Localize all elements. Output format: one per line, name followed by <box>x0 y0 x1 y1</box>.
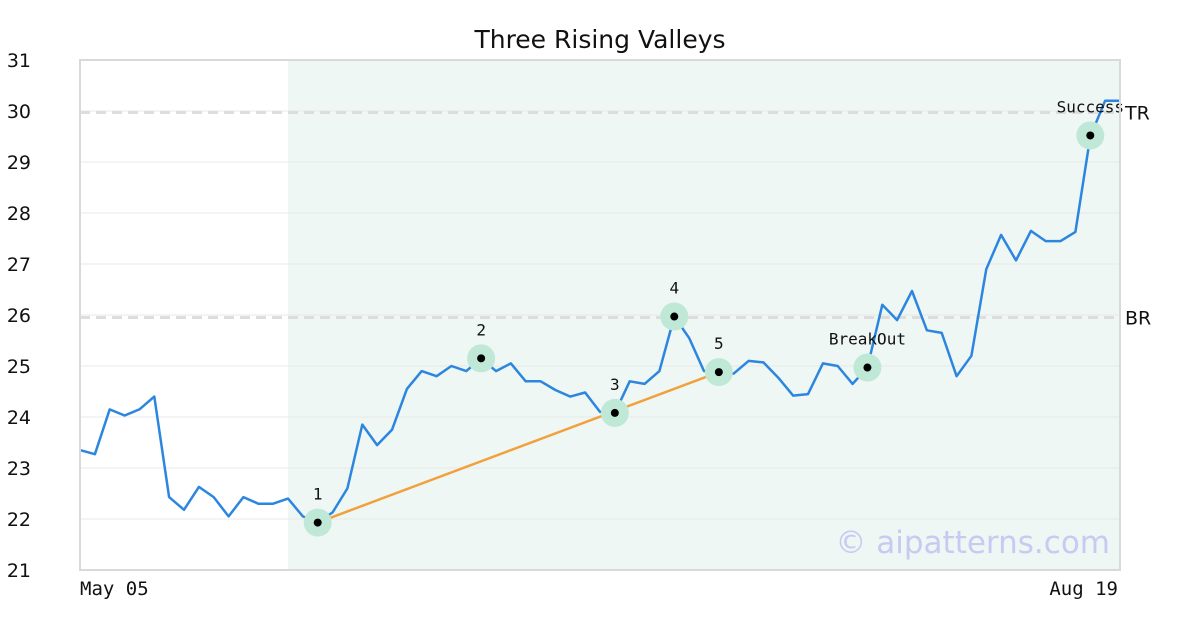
price-line <box>79 99 1120 524</box>
y-tick-label-26: 26 <box>7 305 31 327</box>
level-lines: TR BR <box>80 103 1151 330</box>
marker-label-1: 1 <box>313 485 323 504</box>
y-tick-label-25: 25 <box>7 356 31 378</box>
y-tick-label-29: 29 <box>7 152 31 174</box>
pattern-markers: 1 2 3 4 5 BreakOut Success <box>303 97 1124 537</box>
y-tick-label-24: 24 <box>7 407 31 429</box>
x-tick-label-start: May 05 <box>80 578 149 600</box>
y-tick-label-31: 31 <box>7 50 31 72</box>
y-tick-label-21: 21 <box>7 560 31 582</box>
marker-dot-success <box>1086 131 1095 140</box>
level-label-br: BR <box>1125 308 1151 330</box>
y-tick-label-22: 22 <box>7 509 31 531</box>
chart-title: Three Rising Valleys <box>473 25 725 54</box>
y-tick-label-28: 28 <box>7 203 31 225</box>
watermark: © aipatterns.com <box>835 525 1110 561</box>
level-label-tr: TR <box>1124 103 1150 125</box>
marker-dot-4 <box>670 312 679 321</box>
marker-label-3: 3 <box>610 375 620 394</box>
marker-dot-5 <box>714 368 723 377</box>
valley-trendline <box>317 370 720 524</box>
marker-dot-1 <box>313 518 322 527</box>
marker-label-breakout: BreakOut <box>829 330 906 349</box>
marker-label-5: 5 <box>714 334 724 353</box>
y-tick-label-23: 23 <box>7 458 31 480</box>
marker-label-success: Success <box>1057 97 1124 116</box>
plot-frame <box>79 59 1121 571</box>
y-tick-label-27: 27 <box>7 254 31 276</box>
marker-dot-2 <box>477 354 486 363</box>
y-tick-label-30: 30 <box>7 101 31 123</box>
marker-dot-breakout <box>863 363 872 372</box>
marker-label-2: 2 <box>476 320 486 339</box>
marker-label-4: 4 <box>669 279 679 298</box>
x-tick-label-end: Aug 19 <box>1049 578 1118 600</box>
price-series <box>79 99 1120 524</box>
marker-dot-3 <box>610 408 619 417</box>
